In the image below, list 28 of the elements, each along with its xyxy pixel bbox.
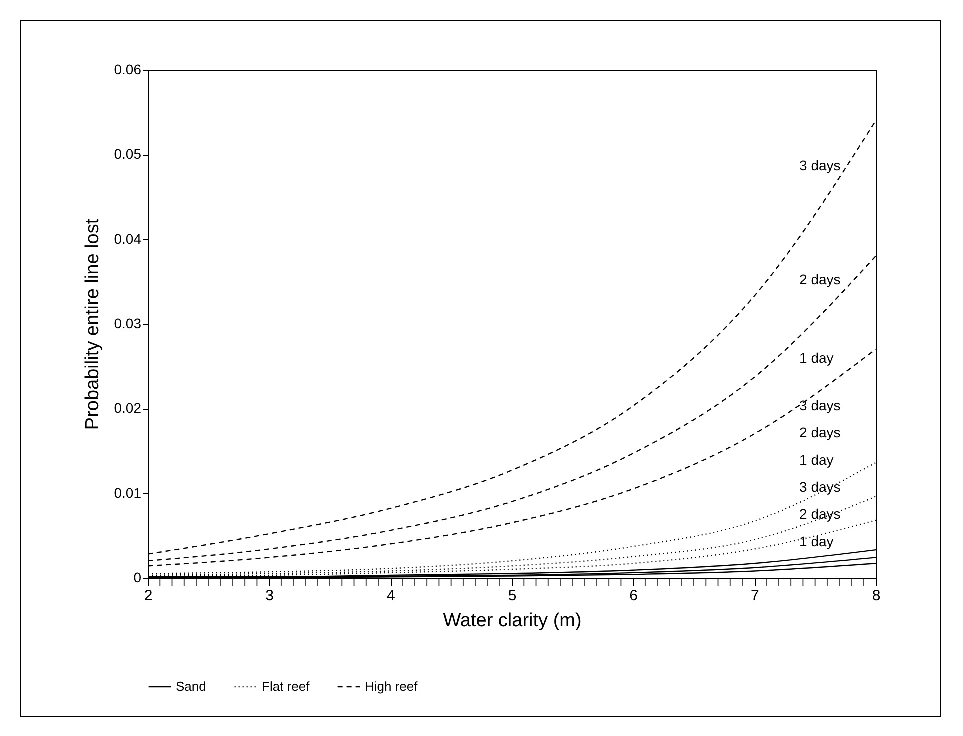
annotation: 1 day: [800, 533, 834, 550]
annotation: 2 days: [800, 424, 841, 441]
annotation: 2 days: [800, 271, 841, 288]
y-tick-label: 0.04: [114, 230, 142, 247]
x-tick-label: 4: [386, 588, 396, 604]
y-tick-label: 0: [134, 570, 142, 586]
annotation: 2 days: [800, 506, 841, 522]
y-tick-label: 0.01: [114, 484, 142, 501]
annotation: 3 days: [800, 158, 841, 174]
annotation: 1 day: [800, 350, 834, 366]
y-axis-title: Probability entire line lost: [82, 218, 104, 430]
y-tick-label: 0.02: [114, 400, 142, 416]
annotation: 3 days: [800, 397, 841, 414]
annotation: 1 day: [800, 452, 834, 468]
y-tick-label: 0.03: [114, 316, 142, 332]
legend-label: Sand: [176, 679, 206, 694]
y-tick-label: 0.05: [114, 146, 142, 162]
x-tick-label: 8: [872, 588, 881, 604]
x-tick-label: 2: [144, 588, 153, 604]
x-tick-label: 3: [266, 588, 274, 604]
x-tick-label: 6: [630, 588, 638, 604]
annotation: 3 days: [800, 479, 841, 496]
y-tick-label: 0.06: [114, 62, 142, 78]
x-tick-label: 5: [508, 588, 517, 604]
x-tick-label: 7: [750, 588, 760, 604]
legend-label: Flat reef: [262, 679, 310, 694]
legend-label: High reef: [365, 679, 418, 694]
x-axis-title: Water clarity (m): [443, 610, 582, 632]
